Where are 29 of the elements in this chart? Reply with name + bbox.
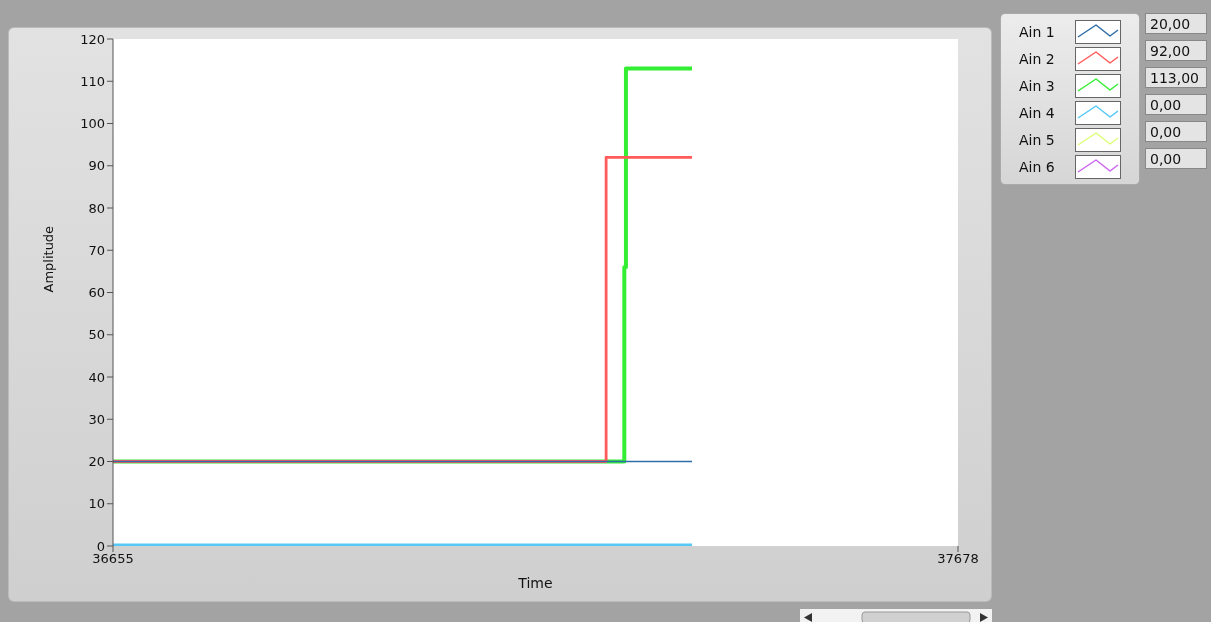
x-tick-label: 37678 [937, 551, 979, 567]
y-tick-label: 70 [88, 242, 105, 258]
text: 20,00 [1145, 13, 1207, 34]
y-axis-title: Amplitude [40, 225, 56, 293]
y-tick-label: 60 [88, 285, 105, 301]
text: 92,00 [1145, 40, 1207, 61]
text: 113,00 [1145, 67, 1207, 88]
legend-label: Ain 1 [1019, 23, 1056, 40]
legend-label: Ain 4 [1019, 104, 1056, 121]
legend-label: Ain 5 [1019, 131, 1056, 148]
y-tick-label: 100 [80, 116, 105, 132]
y-tick-label: 90 [88, 158, 105, 174]
y-tick-label: 120 [80, 31, 105, 47]
y-tick-label: 110 [80, 73, 105, 89]
legend-label: Ain 3 [1019, 77, 1056, 94]
x-tick-label: 36655 [92, 551, 134, 567]
text: 0,00 [1145, 121, 1207, 142]
text: 0,00 [1145, 148, 1207, 169]
y-tick-label: 10 [88, 496, 105, 512]
legend-label: Ain 6 [1019, 158, 1056, 175]
text: 0,00 [1145, 94, 1207, 115]
y-tick-label: 40 [88, 369, 105, 385]
legend-label: Ain 2 [1019, 50, 1056, 67]
y-tick-label: 50 [88, 327, 105, 343]
y-tick-label: 20 [88, 454, 105, 470]
y-tick-label: 30 [88, 411, 105, 427]
y-tick-label: 0 [96, 538, 105, 554]
y-tick-label: 80 [88, 200, 105, 216]
x-axis-title: Time [517, 575, 553, 591]
